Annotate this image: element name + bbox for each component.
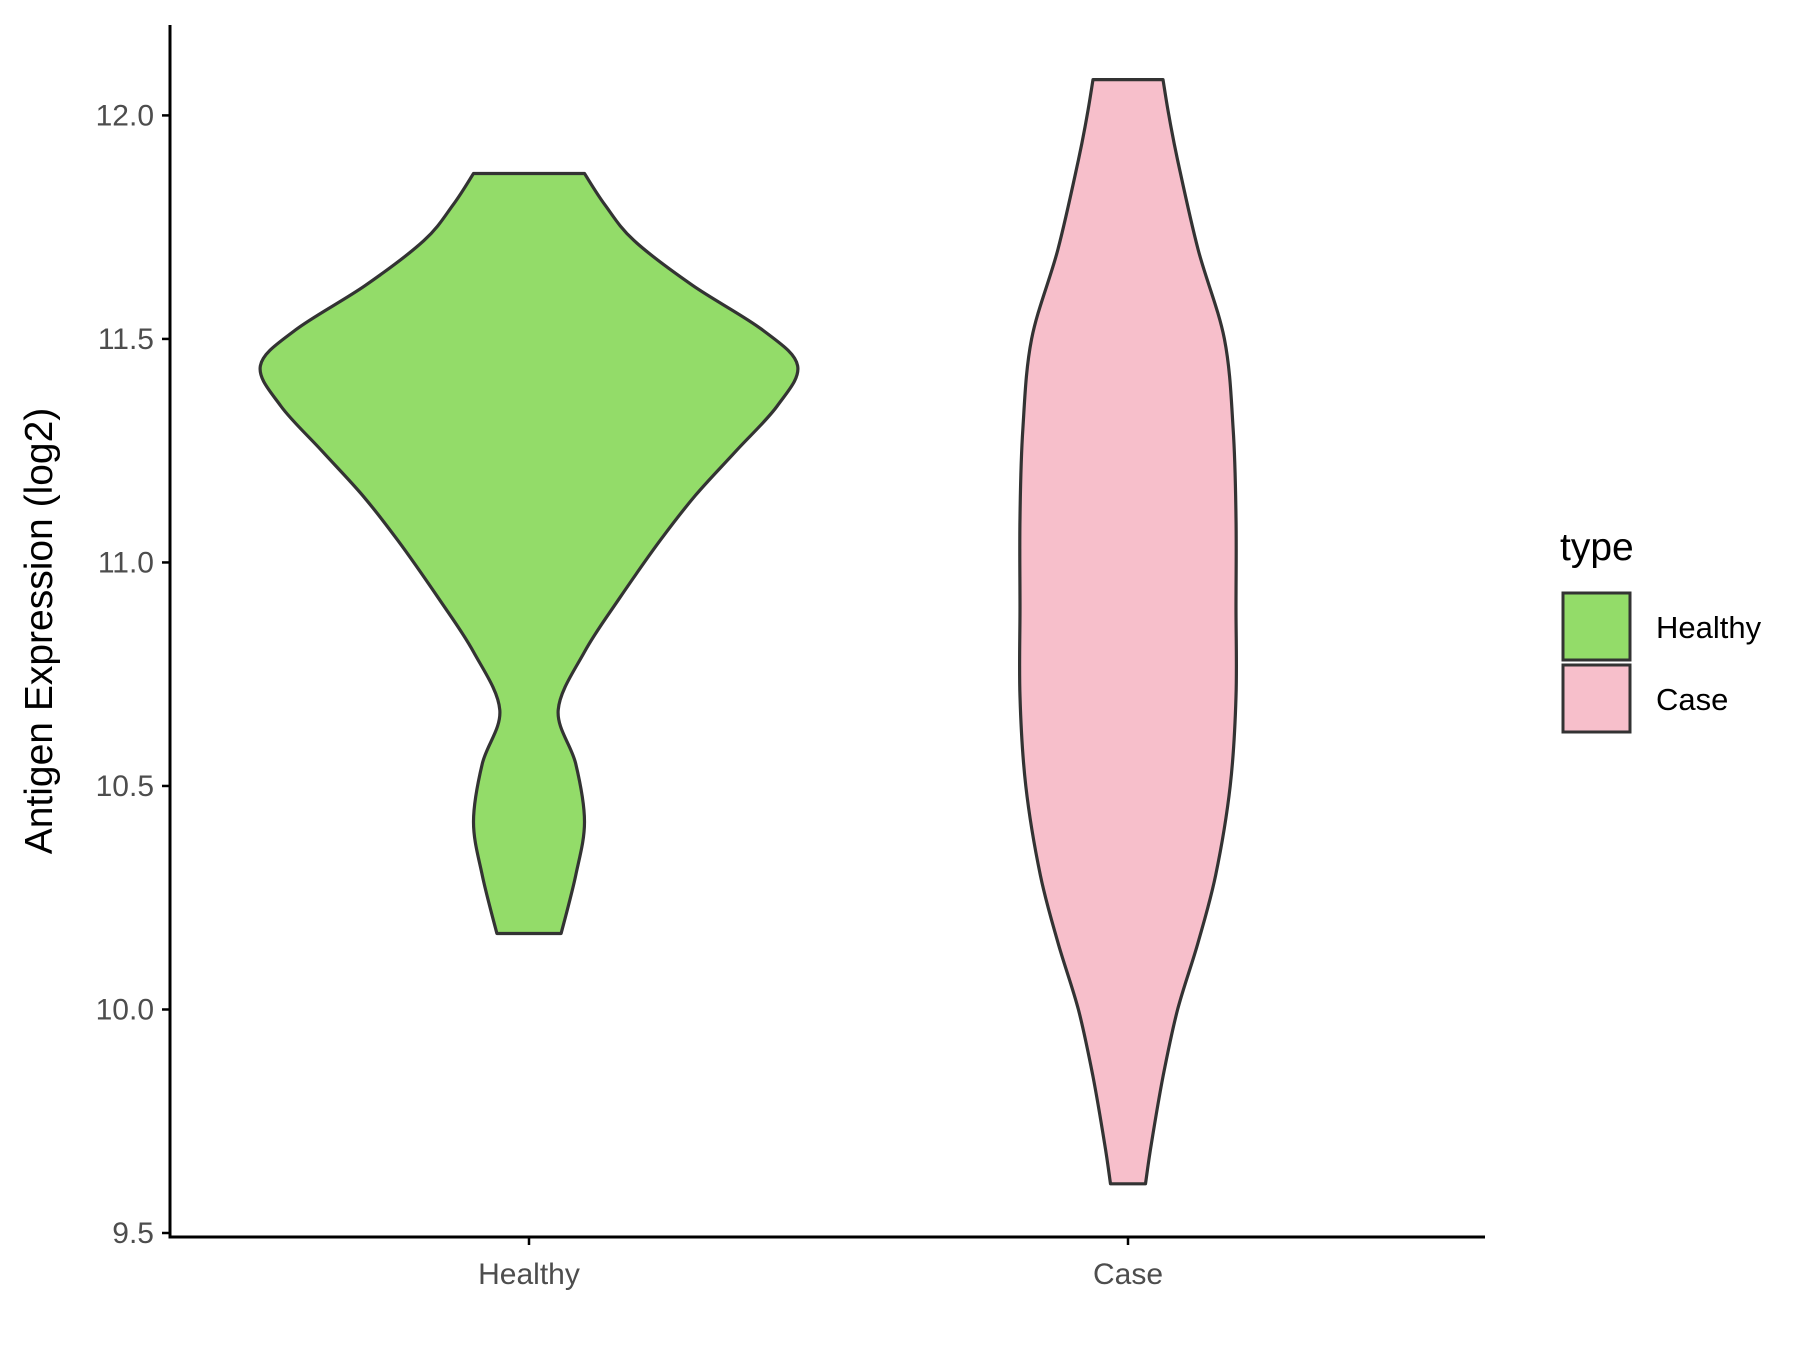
legend-title: type <box>1560 526 1634 569</box>
legend-swatch-healthy <box>1561 591 1632 662</box>
legend-label-healthy: Healthy <box>1656 610 1762 645</box>
x-tick-label: Case <box>1093 1258 1163 1291</box>
y-tick-label: 12.0 <box>96 99 154 132</box>
y-tick-label: 11.0 <box>98 546 154 579</box>
y-tick-label: 9.5 <box>112 1217 154 1250</box>
legend: type Healthy Case <box>1560 526 1762 734</box>
y-tick-label: 11.5 <box>98 323 154 356</box>
y-tick-label: 10.5 <box>96 770 154 803</box>
y-tick-label: 10.0 <box>96 993 154 1026</box>
y-axis-title: Antigen Expression (log2) <box>18 408 61 855</box>
violins-layer <box>258 78 1239 1186</box>
legend-swatch-case <box>1561 663 1632 734</box>
violin-case <box>1017 78 1239 1186</box>
y-axis: 9.5 10.0 10.5 11.0 11.5 12.0 <box>96 25 172 1250</box>
x-axis: Healthy Case <box>168 1235 1485 1291</box>
legend-label-case: Case <box>1656 682 1728 717</box>
x-tick-label: Healthy <box>478 1258 580 1291</box>
violin-healthy <box>258 171 800 936</box>
